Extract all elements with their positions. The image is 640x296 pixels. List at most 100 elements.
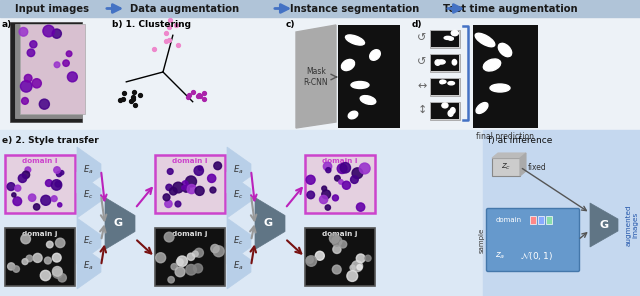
Circle shape bbox=[177, 256, 188, 266]
Ellipse shape bbox=[438, 60, 445, 64]
Ellipse shape bbox=[370, 50, 380, 60]
Text: domain j: domain j bbox=[323, 231, 358, 237]
Circle shape bbox=[60, 170, 64, 175]
Circle shape bbox=[352, 261, 363, 272]
Circle shape bbox=[66, 51, 72, 57]
Circle shape bbox=[25, 167, 31, 173]
Bar bbox=[5, 228, 75, 286]
Circle shape bbox=[307, 191, 314, 199]
Circle shape bbox=[20, 81, 32, 92]
Circle shape bbox=[164, 200, 172, 207]
Text: Input images: Input images bbox=[15, 4, 89, 14]
Text: ↺: ↺ bbox=[417, 57, 427, 67]
Text: $E_c$: $E_c$ bbox=[83, 189, 93, 201]
Circle shape bbox=[351, 176, 358, 184]
Circle shape bbox=[156, 253, 166, 263]
Text: G: G bbox=[264, 218, 273, 229]
Ellipse shape bbox=[342, 59, 355, 70]
Ellipse shape bbox=[476, 33, 495, 47]
Circle shape bbox=[339, 241, 347, 248]
Text: fixed: fixed bbox=[528, 163, 547, 171]
Circle shape bbox=[32, 79, 42, 88]
Bar bbox=[430, 30, 460, 48]
Text: $z_a$: $z_a$ bbox=[495, 251, 505, 261]
Bar bbox=[305, 228, 375, 286]
Bar bbox=[538, 216, 544, 224]
Circle shape bbox=[306, 256, 317, 266]
Circle shape bbox=[306, 175, 315, 184]
Circle shape bbox=[21, 234, 31, 244]
Circle shape bbox=[332, 265, 341, 274]
Ellipse shape bbox=[351, 81, 369, 89]
Circle shape bbox=[22, 259, 28, 265]
Circle shape bbox=[45, 180, 52, 186]
Circle shape bbox=[63, 60, 69, 66]
Circle shape bbox=[22, 97, 28, 104]
FancyBboxPatch shape bbox=[486, 208, 579, 271]
Circle shape bbox=[51, 180, 62, 190]
Circle shape bbox=[47, 241, 53, 248]
Circle shape bbox=[15, 185, 21, 191]
Circle shape bbox=[13, 197, 22, 206]
Text: domain i: domain i bbox=[172, 158, 208, 164]
Circle shape bbox=[316, 251, 324, 260]
Circle shape bbox=[177, 259, 183, 266]
Circle shape bbox=[326, 168, 331, 173]
Text: $\mathcal{N}(0,1)$: $\mathcal{N}(0,1)$ bbox=[520, 250, 552, 262]
Circle shape bbox=[13, 266, 19, 272]
Circle shape bbox=[213, 246, 224, 257]
Text: ↺: ↺ bbox=[417, 33, 427, 43]
Circle shape bbox=[342, 181, 351, 189]
Polygon shape bbox=[77, 218, 101, 264]
Bar bbox=[20, 24, 85, 114]
Circle shape bbox=[194, 166, 204, 175]
Circle shape bbox=[54, 167, 60, 173]
Text: $E_a$: $E_a$ bbox=[232, 164, 243, 176]
Text: G: G bbox=[600, 220, 609, 230]
Text: domain: domain bbox=[496, 217, 522, 223]
Ellipse shape bbox=[451, 108, 455, 113]
Circle shape bbox=[26, 255, 33, 262]
Ellipse shape bbox=[346, 35, 365, 45]
Circle shape bbox=[347, 271, 358, 281]
Circle shape bbox=[182, 186, 186, 190]
Circle shape bbox=[8, 263, 15, 270]
Text: final prediction: final prediction bbox=[476, 132, 534, 141]
Circle shape bbox=[332, 236, 342, 246]
Circle shape bbox=[352, 168, 363, 178]
Bar bbox=[546, 216, 552, 224]
Text: d): d) bbox=[412, 20, 422, 29]
Circle shape bbox=[359, 163, 370, 174]
Circle shape bbox=[51, 196, 57, 202]
Ellipse shape bbox=[490, 84, 510, 92]
Circle shape bbox=[339, 180, 343, 184]
Ellipse shape bbox=[452, 59, 456, 65]
Polygon shape bbox=[590, 203, 618, 247]
Polygon shape bbox=[77, 243, 101, 289]
Bar bbox=[0, 130, 483, 296]
Ellipse shape bbox=[360, 96, 376, 104]
Text: G: G bbox=[114, 218, 123, 229]
Text: Instance segmentation: Instance segmentation bbox=[291, 4, 420, 14]
Bar bbox=[305, 155, 375, 213]
Circle shape bbox=[325, 205, 330, 210]
Text: Data augmentation: Data augmentation bbox=[131, 4, 239, 14]
Circle shape bbox=[319, 195, 328, 204]
Circle shape bbox=[175, 267, 185, 277]
Ellipse shape bbox=[348, 111, 358, 119]
Text: ↔: ↔ bbox=[417, 81, 427, 91]
Circle shape bbox=[182, 181, 188, 187]
Text: $E_c$: $E_c$ bbox=[83, 235, 93, 247]
Circle shape bbox=[166, 184, 172, 191]
Circle shape bbox=[52, 268, 62, 278]
Circle shape bbox=[198, 166, 202, 170]
Circle shape bbox=[58, 274, 67, 282]
Text: b) 1. Clustering: b) 1. Clustering bbox=[112, 20, 191, 29]
Bar bbox=[430, 54, 460, 72]
Circle shape bbox=[27, 49, 35, 57]
Text: $z_c$: $z_c$ bbox=[501, 162, 511, 172]
Circle shape bbox=[322, 186, 326, 191]
Circle shape bbox=[170, 187, 177, 195]
Circle shape bbox=[171, 263, 177, 270]
Circle shape bbox=[356, 203, 365, 211]
